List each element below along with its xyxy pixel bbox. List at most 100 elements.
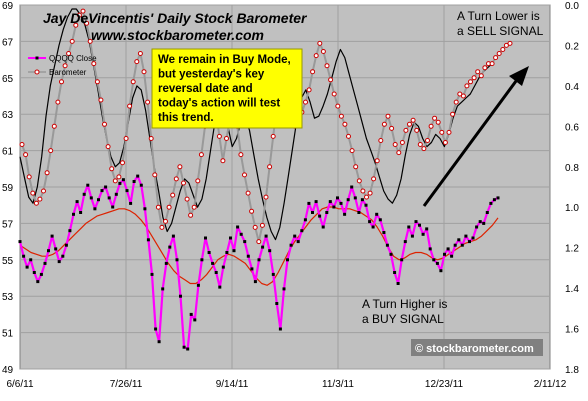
qqqq-close-point	[179, 294, 182, 298]
qqqq-close-point	[468, 240, 471, 244]
right-axis-tick-labels: 0.0 0.2 0.4 0.6 0.8 1.0 1.2 1.4 1.6 1.8	[565, 1, 579, 376]
qqqq-close-point	[286, 258, 289, 262]
barometer-point	[87, 38, 93, 44]
barometer-point	[195, 178, 201, 184]
qqqq-close-point	[332, 205, 336, 209]
qqqq-close-point	[32, 271, 36, 274]
qqqq-close-point	[161, 287, 165, 291]
note-text-line: reversal date and	[158, 83, 253, 95]
barometer-point	[112, 178, 118, 184]
qqqq-close-point	[439, 269, 443, 273]
barometer-point	[507, 40, 513, 46]
copyright-text: © stockbarometer.com	[415, 343, 534, 355]
qqqq-close-point	[492, 198, 496, 202]
qqqq-close-point	[428, 247, 432, 251]
qqqq-close-point	[475, 225, 479, 229]
qqqq-close-point	[403, 240, 407, 244]
barometer-point	[389, 125, 395, 131]
barometer-point	[367, 190, 373, 196]
barometer-point	[44, 170, 50, 176]
qqqq-close-point	[250, 267, 254, 271]
qqqq-close-point	[293, 234, 297, 238]
barometer-fast-line	[19, 8, 493, 241]
qqqq-close-point	[211, 261, 215, 265]
qqqq-close-point	[129, 201, 133, 205]
barometer-point	[66, 51, 72, 56]
left-tick-label: 61	[2, 147, 14, 158]
qqqq-close-point	[396, 282, 400, 285]
x-axis-tick-labels: 6/6/11 7/26/11 9/14/11 11/3/11 12/23/11 2/11/…	[6, 379, 566, 390]
barometer-point	[69, 38, 75, 44]
left-tick-label: 65	[2, 74, 14, 85]
note-text-line: but yesterday's key	[158, 69, 265, 81]
barometer-point	[177, 164, 183, 170]
buy-signal-annotation: A Turn Higher is a BUY SIGNAL	[362, 297, 447, 326]
qqqq-close-point	[207, 251, 211, 254]
qqqq-close-point	[407, 225, 411, 229]
qqqq-close-point	[264, 234, 268, 238]
barometer-point	[48, 148, 54, 154]
qqqq-close-point	[193, 318, 197, 322]
barometer-point	[364, 194, 369, 200]
qqqq-close-point	[225, 251, 229, 254]
barometer-point	[446, 129, 452, 135]
barometer-point	[148, 136, 154, 141]
right-tick-label: 0.4	[565, 82, 579, 93]
qqqq-close-point	[357, 211, 361, 214]
barometer-point	[105, 144, 111, 150]
barometer-point	[464, 83, 470, 89]
qqqq-close-point	[246, 254, 250, 258]
qqqq-close-point	[353, 196, 357, 200]
barometer-point	[385, 113, 391, 119]
qqqq-close-point	[314, 200, 318, 204]
qqqq-close-point	[321, 225, 325, 229]
x-tick-label: 11/3/11	[322, 379, 354, 390]
barometer-point	[73, 22, 79, 28]
right-tick-label: 0.0	[565, 1, 579, 12]
right-tick-label: 1.6	[565, 325, 579, 336]
barometer-point	[374, 158, 380, 164]
qqqq-close-point	[100, 189, 104, 193]
note-text-line: We remain in Buy Mode,	[158, 54, 291, 66]
barometer-point	[349, 148, 355, 154]
qqqq-close-point	[118, 181, 122, 185]
barometer-point	[313, 53, 319, 59]
barometer-point	[342, 121, 348, 127]
barometer-point	[471, 75, 477, 81]
qqqq-close-point	[97, 198, 100, 202]
chart-subtitle: www.stockbarometer.com	[91, 27, 264, 43]
barometer-point	[414, 127, 420, 133]
qqqq-close-point	[136, 174, 140, 178]
barometer-point	[59, 79, 64, 85]
barometer-point	[468, 79, 473, 85]
barometer-point	[338, 113, 344, 119]
qqqq-close-point	[79, 211, 83, 214]
barometer-point	[356, 178, 362, 184]
qqqq-close-point	[368, 220, 372, 224]
qqqq-close-point	[339, 201, 343, 205]
qqqq-close-point	[364, 203, 368, 207]
barometer-point	[317, 40, 323, 46]
legend-label-barometer: Barometer	[49, 68, 87, 77]
qqqq-close-point	[257, 258, 261, 262]
qqqq-close-point	[382, 231, 386, 234]
qqqq-close-point	[107, 196, 111, 200]
qqqq-close-point	[186, 347, 190, 351]
barometer-point	[496, 51, 502, 56]
qqqq-close-point	[253, 280, 257, 284]
qqqq-close-point	[393, 271, 397, 274]
barometer-point	[130, 79, 136, 85]
qqqq-close-point	[189, 312, 193, 316]
qqqq-close-point	[243, 240, 247, 244]
qqqq-close-point	[86, 183, 90, 187]
qqqq-close-point	[218, 285, 222, 289]
barometer-point	[457, 91, 463, 97]
qqqq-close-point	[171, 234, 175, 238]
left-tick-label: 63	[2, 110, 14, 121]
barometer-point	[120, 160, 125, 166]
qqqq-close-point	[150, 272, 154, 276]
qqqq-close-point	[75, 200, 79, 204]
barometer-point	[242, 172, 247, 178]
legend-label-qqqq-close: QQQQ Close	[49, 54, 97, 63]
qqqq-close-point	[346, 198, 350, 202]
